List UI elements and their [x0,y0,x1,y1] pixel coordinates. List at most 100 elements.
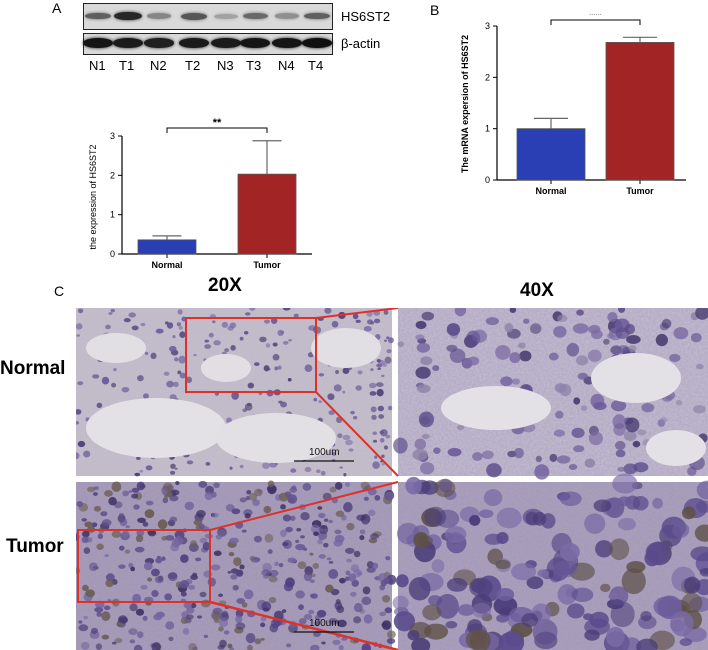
cell-nucleus [393,611,416,632]
cell-nucleus [142,615,148,621]
cell-nucleus [449,348,466,363]
cell-nucleus [314,620,320,627]
cell-nucleus [310,644,320,650]
cell-nucleus [204,344,212,349]
cell-nucleus [370,406,377,413]
cell-nucleus [318,554,326,559]
blot-band-hs6st2 [214,13,238,19]
cell-nucleus [122,490,130,497]
y-tick-label: 0 [485,175,490,185]
cell-nucleus [343,501,353,513]
cell-nucleus [239,464,244,469]
cell-nucleus [368,509,376,517]
lane-label: T3 [246,58,262,73]
cell-nucleus [119,517,128,527]
cell-nucleus [669,353,681,362]
cell-nucleus [673,327,689,340]
cell-nucleus [553,325,567,338]
cell-nucleus [353,602,363,613]
cell-nucleus [113,367,117,372]
cell-nucleus [496,614,509,623]
cell-nucleus [583,613,594,621]
cell-nucleus [263,319,271,324]
cell-nucleus [376,359,381,363]
cell-nucleus [308,609,315,615]
cell-nucleus [496,507,522,529]
cell-nucleus [124,549,131,554]
cell-nucleus [606,333,615,339]
cell-nucleus [111,382,117,388]
cell-nucleus [236,598,246,604]
scale-bar-label-tumor: 100um [309,618,340,629]
cell-nucleus [185,376,193,384]
blot-band-hs6st2 [114,11,142,21]
cell-nucleus [239,497,247,503]
cell-nucleus [332,451,337,456]
cell-nucleus [145,500,154,506]
cell-nucleus [80,641,90,650]
cell-nucleus [91,522,98,528]
cell-nucleus [163,371,170,376]
bar [237,173,297,255]
cell-nucleus [336,619,347,628]
cell-nucleus [496,587,515,601]
cell-nucleus [591,329,603,340]
cell-nucleus [568,463,578,470]
zoom-connector [315,308,399,319]
cell-nucleus [471,329,488,343]
cell-nucleus [415,334,425,341]
cell-nucleus [486,463,502,478]
cell-nucleus [345,439,353,446]
cell-nucleus [131,487,140,493]
cell-nucleus [260,638,265,641]
cell-nucleus [140,584,148,590]
cell-nucleus [131,325,139,331]
cell-nucleus [421,311,435,321]
cell-nucleus [324,308,332,314]
cell-nucleus [576,355,589,366]
cell-nucleus [81,536,89,544]
cell-nucleus [169,394,177,401]
cell-nucleus [672,522,690,538]
cell-nucleus [121,386,130,393]
cell-nucleus [170,470,176,475]
cell-nucleus [632,495,649,511]
cell-nucleus [457,604,475,616]
cell-nucleus [222,351,227,355]
cell-nucleus [381,454,385,458]
cell-nucleus [155,328,164,334]
cell-nucleus [253,535,263,543]
y-axis-label: The mRNA expersion of HS6ST2 [460,35,470,173]
panel-letter-c: C [54,283,65,299]
cell-nucleus [93,505,102,512]
cell-nucleus [202,542,211,551]
cell-nucleus [377,405,384,412]
cell-nucleus [213,618,220,624]
cell-nucleus [553,560,578,578]
row-header-tumor: Tumor [6,536,64,557]
cell-nucleus [77,381,84,386]
cell-nucleus [422,604,442,621]
cell-nucleus [101,611,111,622]
cell-nucleus [414,438,427,450]
cell-nucleus [285,643,292,648]
cell-nucleus [556,455,571,464]
cell-nucleus [456,424,465,431]
cell-nucleus [289,487,298,493]
cell-nucleus [610,400,627,412]
cell-nucleus [229,537,239,544]
cell-nucleus [326,557,332,561]
column-header-20x: 20X [208,275,242,296]
cell-nucleus [371,562,379,570]
cell-nucleus [243,589,254,600]
chart-marks: *** [516,14,675,181]
cell-nucleus [212,320,216,324]
cell-nucleus [95,643,103,650]
cell-nucleus [270,618,280,629]
cell-nucleus [252,499,260,506]
cell-nucleus [624,323,636,335]
cell-nucleus [338,645,344,650]
y-tick-label: 1 [485,124,490,134]
cell-nucleus [537,569,550,578]
cell-nucleus [469,577,493,597]
